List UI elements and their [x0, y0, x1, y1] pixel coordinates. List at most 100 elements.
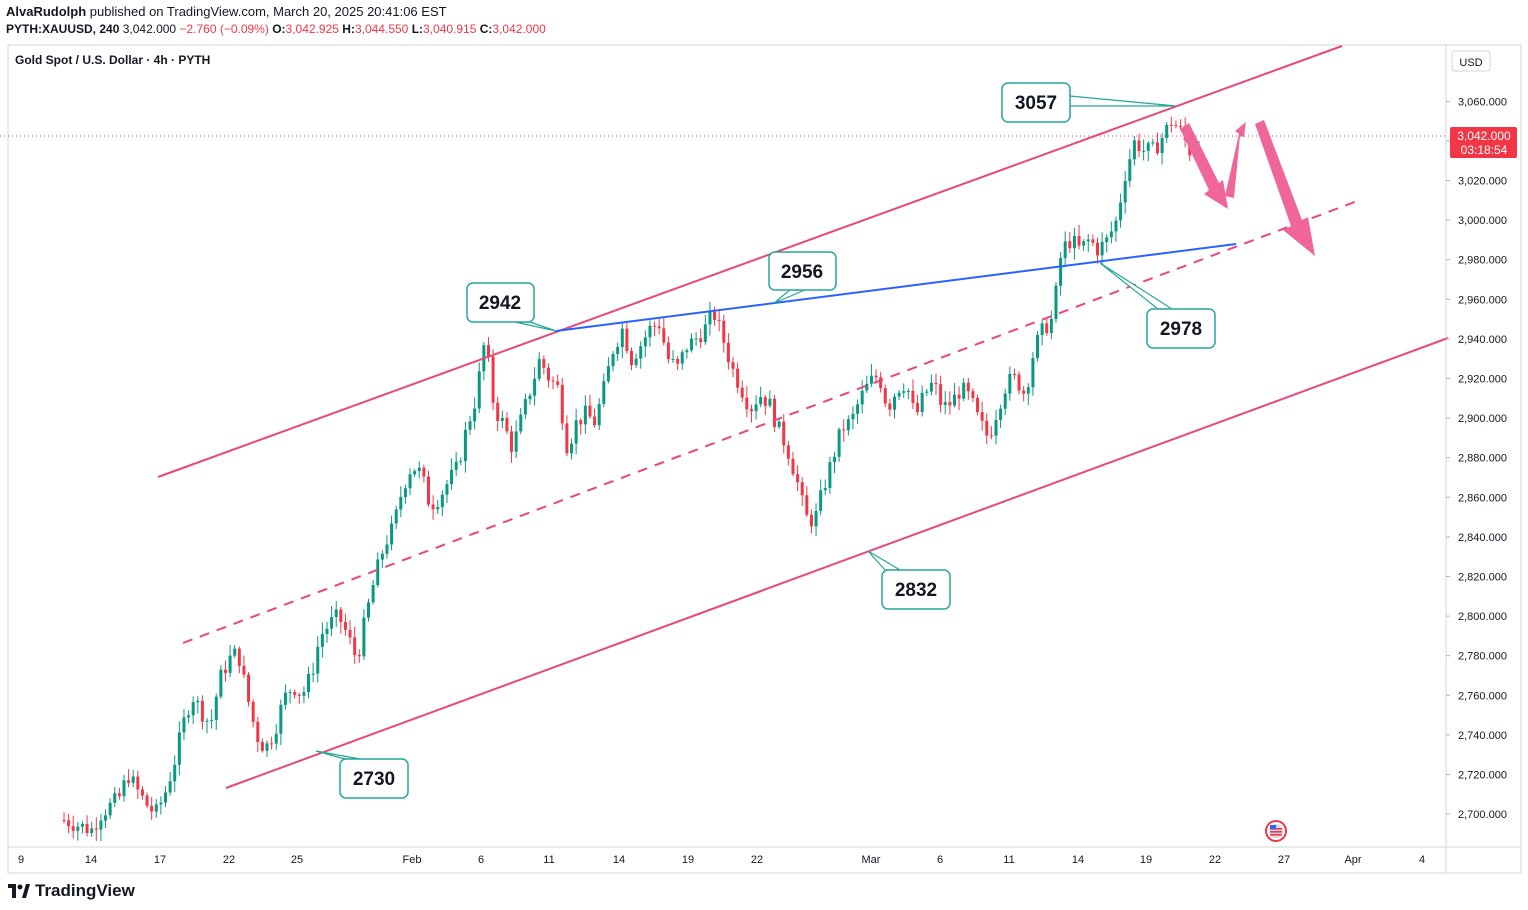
- candle-body: [311, 673, 315, 675]
- candle-body: [602, 381, 606, 404]
- candle-body: [782, 421, 786, 446]
- candle-body: [1155, 142, 1159, 154]
- time-tick-label: 17: [154, 854, 166, 866]
- candle-body: [117, 793, 121, 797]
- candle-body: [164, 792, 168, 803]
- time-axis[interactable]: 9 14 17 22 25 Feb 6 11 14 19 22 Mar 6 11 14 19 22 27 Apr 4: [18, 854, 1425, 866]
- candle-body: [131, 776, 135, 783]
- time-tick-label: Feb: [403, 854, 422, 866]
- candle-body: [1026, 387, 1030, 394]
- candle-body: [90, 828, 94, 834]
- candle-body: [436, 507, 440, 510]
- candle-body: [699, 338, 703, 342]
- candle-body: [1109, 231, 1113, 238]
- arrow-up: [1225, 122, 1246, 198]
- price-callout[interactable]: 2942: [466, 282, 557, 332]
- candle-body: [777, 421, 781, 427]
- price-tick-label: 2,780.000: [1458, 651, 1507, 663]
- price-callout[interactable]: 3057: [1001, 82, 1177, 123]
- candle-body: [1008, 373, 1012, 394]
- price-callout[interactable]: 2832: [867, 550, 951, 610]
- candle-body: [1100, 241, 1104, 256]
- candle-body: [279, 704, 283, 734]
- candle-body: [666, 342, 670, 360]
- candle-body: [210, 719, 214, 721]
- candle-body: [71, 826, 75, 831]
- time-tick-label: 25: [291, 854, 303, 866]
- candle-body: [786, 445, 790, 459]
- currency-button[interactable]: USD: [1451, 50, 1491, 72]
- candle-body: [242, 665, 246, 675]
- candle-body: [463, 429, 467, 462]
- price-tick-label: 2,840.000: [1458, 532, 1507, 544]
- candle-body: [620, 328, 624, 348]
- price-axis[interactable]: 2,700.000 2,720.000 2,740.000 2,760.000 2,78…: [1446, 96, 1507, 821]
- candle-body: [348, 629, 352, 638]
- price-tick-label: 3,060.000: [1458, 96, 1507, 108]
- candle-body: [413, 471, 417, 475]
- candle-body: [445, 484, 449, 495]
- candle-body: [251, 701, 255, 722]
- candle-body: [717, 319, 721, 321]
- candle-body: [856, 404, 860, 414]
- candle-body: [736, 368, 740, 388]
- candle-body: [814, 510, 818, 527]
- channel-upper-line[interactable]: [157, 45, 1343, 478]
- candle-body: [634, 358, 638, 366]
- tradingview-logo[interactable]: TradingView: [8, 881, 135, 901]
- candle-body: [897, 392, 901, 397]
- chart-frame: [7, 44, 1522, 874]
- callout-label: 2942: [479, 293, 521, 314]
- candle-body: [985, 420, 989, 436]
- price-callout[interactable]: 2956: [768, 251, 837, 304]
- price-tick-label: 3,000.000: [1458, 215, 1507, 227]
- callout-box: [339, 758, 409, 799]
- price-change: −2.760 (−0.09%): [179, 22, 269, 36]
- price-tick-label: 2,980.000: [1458, 255, 1507, 267]
- candle-body: [754, 404, 758, 412]
- candle-body: [1169, 124, 1173, 126]
- channel-lower-line[interactable]: [225, 337, 1449, 789]
- arrow-down-2: [1255, 120, 1315, 256]
- candle-body: [330, 617, 334, 629]
- candle-body: [560, 384, 564, 424]
- callout-pointer: [514, 321, 557, 332]
- candle-body: [851, 413, 855, 420]
- price-tick-label: 2,960.000: [1458, 294, 1507, 306]
- candle-body: [680, 352, 684, 364]
- author-name[interactable]: AlvaRudolph: [6, 4, 87, 19]
- candle-body: [1003, 393, 1007, 409]
- price-callout[interactable]: 2730: [315, 750, 409, 799]
- candle-body: [505, 417, 509, 432]
- candle-body: [431, 504, 435, 510]
- support-trendline[interactable]: [555, 243, 1237, 332]
- candle-body: [353, 637, 357, 655]
- open-value: 3,042.925: [285, 22, 339, 36]
- candle-body: [796, 474, 800, 483]
- candle-body: [459, 461, 463, 463]
- candle-body: [1095, 242, 1099, 256]
- candle-body: [749, 409, 753, 412]
- price-tick-label: 2,940.000: [1458, 334, 1507, 346]
- price-callout[interactable]: 2978: [1099, 262, 1216, 349]
- channel-midline[interactable]: [182, 199, 1361, 644]
- candle-body: [630, 351, 633, 366]
- time-tick-label: 27: [1278, 854, 1290, 866]
- candle-body: [1174, 125, 1178, 127]
- candle-body: [708, 311, 712, 325]
- us-flag-event-icon[interactable]: [1265, 820, 1287, 842]
- candle-body: [920, 392, 924, 413]
- candle-body: [902, 391, 906, 393]
- candle-body: [773, 398, 777, 427]
- callout-box: [1001, 82, 1071, 123]
- candle-body: [823, 488, 827, 491]
- tradingview-brand: TradingView: [35, 881, 135, 900]
- time-tick-label: Apr: [1344, 854, 1361, 866]
- candle-body: [514, 431, 518, 452]
- candle-body: [703, 324, 707, 342]
- candle-body: [1119, 202, 1123, 221]
- candle-body: [1146, 143, 1150, 151]
- candle-body: [1045, 323, 1049, 334]
- candle-body: [1082, 241, 1086, 246]
